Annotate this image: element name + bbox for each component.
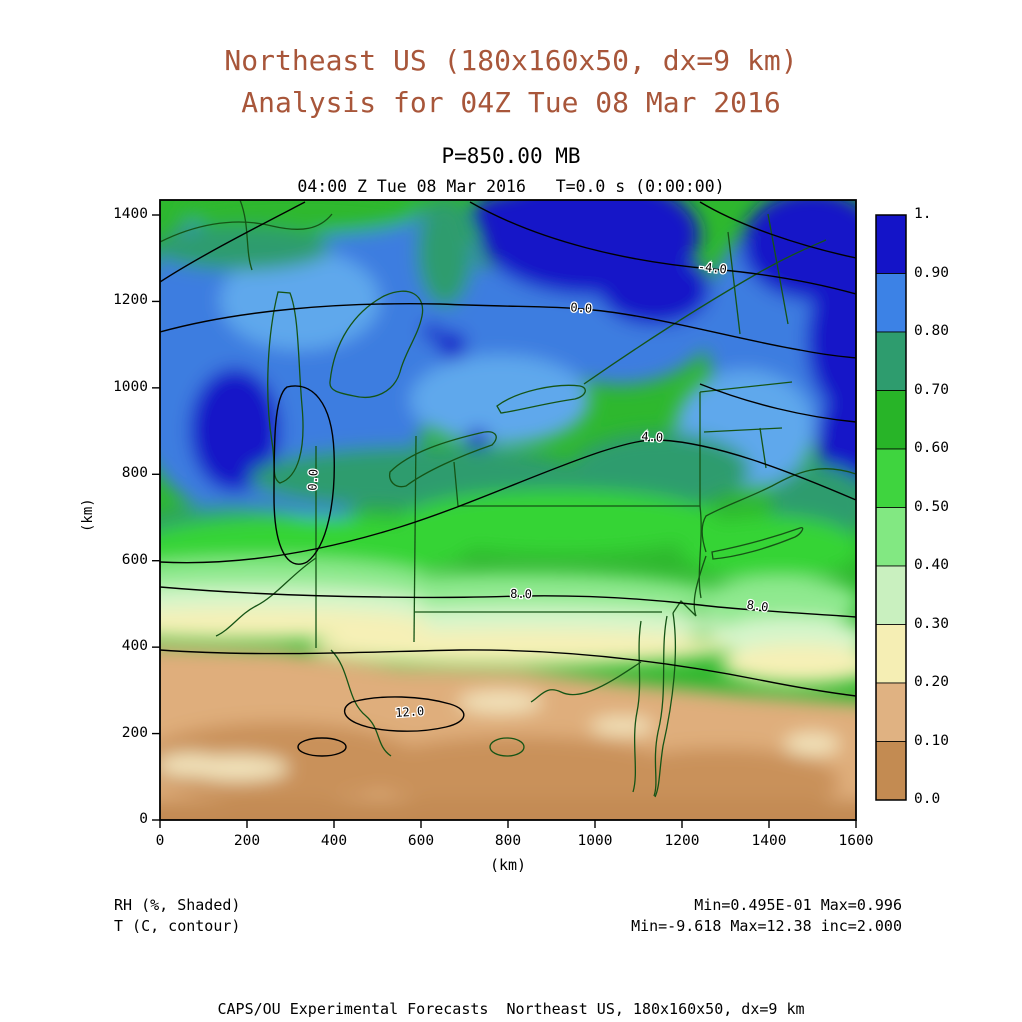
new-england-borders (699, 213, 793, 469)
x-tick-label: 1600 (838, 833, 874, 849)
nj-coast-delaware-bay (672, 555, 707, 617)
y-tick-label: 1000 (113, 378, 148, 395)
coastline (701, 468, 856, 553)
colorbar-segment (875, 390, 907, 450)
x-tick-label: 1400 (751, 833, 787, 849)
contour-label: 4.0 (641, 429, 664, 444)
contour-field-stats: Min=-9.618 Max=12.38 inc=2.000 (631, 917, 902, 935)
y-tick-label: 800 (121, 465, 148, 482)
potomac-river (530, 661, 642, 703)
y-tick-label: 200 (121, 724, 148, 741)
contour-line (160, 649, 856, 697)
contour-zero (160, 303, 856, 359)
contour-labels: -4.0 0.0 0.0 4.0 8.0 8.0 12.0 (304, 258, 770, 721)
colorbar-segment (875, 448, 907, 508)
x-tick-label: 800 (494, 833, 522, 849)
state-border (330, 649, 392, 757)
ohio-river (215, 557, 317, 637)
contour-line (160, 201, 306, 283)
ontario-border (239, 200, 253, 271)
contour-label: 0.0 (570, 300, 593, 315)
lake-huron-outline (329, 290, 424, 398)
colorbar-segment (875, 331, 907, 391)
figure-title-line2: Analysis for 04Z Tue 08 Mar 2016 (241, 86, 781, 119)
y-tick-label: 400 (121, 638, 148, 655)
colorbar-tick-label: 0.90 (914, 264, 949, 281)
y-tick-label: 1200 (113, 292, 148, 309)
contour-label: 12.0 (395, 704, 425, 720)
lake-superior-shore (160, 213, 333, 243)
x-tick-label: 600 (407, 833, 435, 849)
contour-plus4 (160, 439, 856, 564)
x-tick-label: 0 (155, 833, 165, 849)
temperature-contours (160, 201, 856, 757)
contour-label: 8.0 (510, 587, 532, 601)
x-tick-label: 200 (233, 833, 261, 849)
figure-footer: CAPS/OU Experimental Forecasts Northeast… (217, 1000, 805, 1018)
axis-ticks (152, 214, 857, 828)
colorbar-tick-label: 0.30 (914, 615, 949, 632)
colorbar-tick-label: 0.40 (914, 557, 949, 573)
colorbar-tick-label: 0.20 (914, 674, 949, 690)
colorbar-segment (875, 682, 907, 742)
long-island-outline (711, 527, 804, 560)
valid-time-label: 04:00 Z Tue 08 Mar 2016 T=0.0 s (0:00:00… (297, 177, 725, 196)
y-tick-label: 0 (139, 811, 148, 827)
colorbar-segment (875, 507, 907, 567)
contour-plus12-loop (343, 696, 465, 732)
contour-plus12-loop (297, 737, 347, 757)
colorbar (875, 214, 907, 801)
contour-label: -4.0 (697, 260, 727, 277)
colorbar-tick-label: 0.80 (914, 323, 949, 339)
colorbar-segment (875, 624, 907, 684)
state-border (453, 461, 459, 507)
colorbar-segment (875, 214, 907, 274)
contour-zero-closed (273, 385, 335, 565)
colorbar-tick-label: 0.70 (914, 381, 949, 398)
rh-shaded-field (160, 200, 856, 820)
figure-title-line1: Northeast US (180x160x50, dx=9 km) (224, 44, 798, 77)
lake-ontario-outline (496, 384, 586, 414)
contour-plus8 (160, 586, 856, 618)
y-tick-label: 600 (121, 551, 148, 568)
shaded-field-legend: RH (%, Shaded) (114, 896, 241, 914)
delmarva-atlantic-coast (654, 612, 677, 798)
shaded-field-stats: Min=0.495E-01 Max=0.996 (694, 896, 902, 914)
colorbar-segment (875, 273, 907, 333)
contour-line (699, 383, 856, 423)
contour-line (699, 201, 856, 259)
terrain-contour (489, 737, 525, 757)
colorbar-tick-label: 0.0 (914, 791, 941, 807)
contour-label: 8.0 (746, 598, 769, 615)
colorbar-tick-label: 1. (914, 206, 932, 222)
chesapeake-west-shore (632, 620, 642, 793)
x-axis-title: (km) (489, 856, 527, 874)
pressure-level-label: P=850.00 MB (441, 144, 581, 168)
plot-border (159, 199, 857, 821)
x-tick-label: 1000 (577, 833, 613, 849)
contour-label: 0.0 (305, 469, 320, 491)
lake-michigan-outline (267, 291, 304, 484)
colorbar-tick-label: 0.50 (914, 498, 949, 515)
contour-field-legend: T (C, contour) (114, 917, 241, 935)
colorbar-tick-label: 0.60 (914, 440, 949, 456)
contour-minus4 (469, 201, 856, 295)
colorbar-border (875, 214, 907, 801)
colorbar-segment (875, 741, 907, 801)
y-axis-title: (km) (80, 498, 96, 532)
state-border (413, 435, 417, 643)
lake-erie-outline (389, 431, 497, 488)
y-tick-label: 1400 (113, 206, 148, 222)
colorbar-segment (875, 565, 907, 625)
x-tick-label: 400 (320, 833, 348, 849)
chesapeake-east-shore (653, 615, 668, 797)
st-lawrence-river (583, 239, 827, 385)
colorbar-tick-label: 0.10 (914, 732, 949, 749)
x-tick-label: 1200 (664, 833, 700, 849)
geography-borders (160, 200, 856, 798)
state-border (458, 505, 702, 599)
